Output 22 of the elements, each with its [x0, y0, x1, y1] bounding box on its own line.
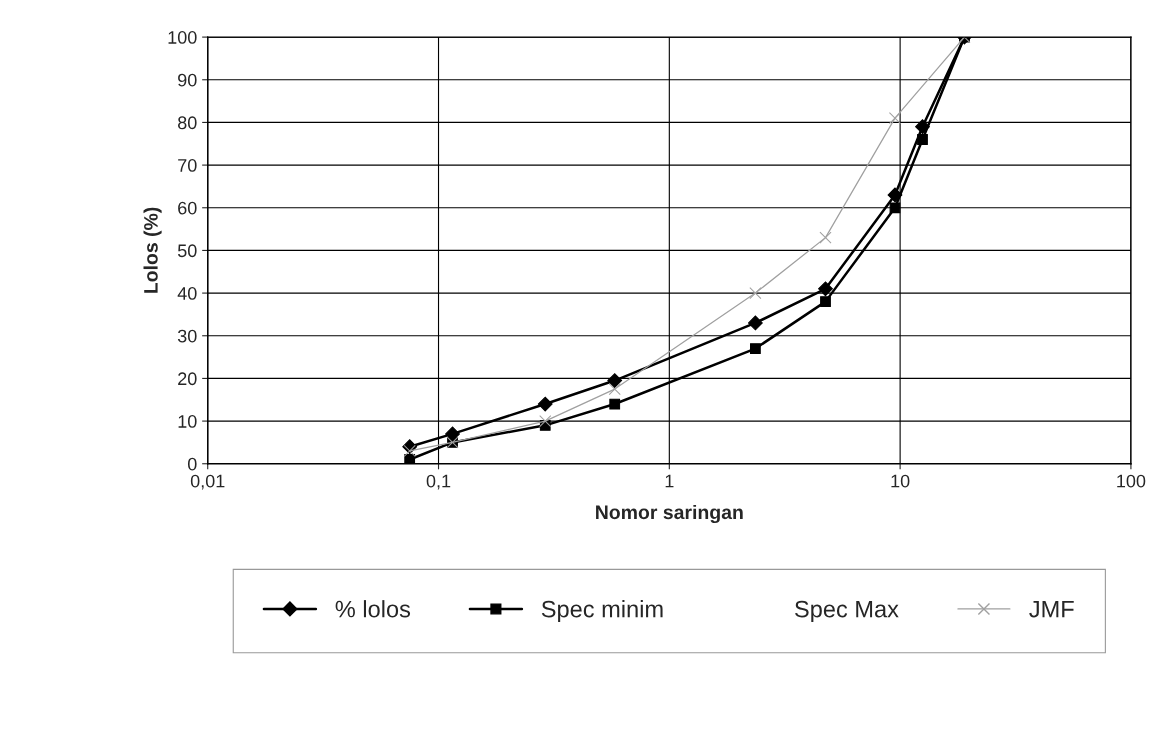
x-tick-label: 100	[1117, 474, 1146, 488]
text: Spec Max	[795, 600, 899, 623]
y-axis-title: Lolos (%)	[143, 207, 162, 293]
y-tick-label: 40	[177, 287, 197, 300]
y-tick-label: 50	[177, 244, 197, 258]
x-tick-label: 0,1	[426, 474, 451, 490]
legend-label: Spec minim	[541, 600, 663, 623]
y-tick-label: 60	[178, 201, 197, 215]
x-axis-title: Nomor saringan	[596, 504, 743, 524]
y-tick-label: 70	[178, 159, 197, 172]
legend-label: % lolos	[335, 600, 411, 618]
y-tick-label: 10	[178, 415, 197, 428]
legend-label: JMF	[1029, 600, 1074, 618]
y-tick-label: 30	[177, 329, 197, 343]
x-tick-label: 1	[665, 474, 674, 488]
x-tick-label: 10	[891, 474, 910, 488]
y-tick-label: 100	[168, 31, 197, 44]
x-tick-label: 0,01	[190, 474, 225, 490]
y-tick-label: 20	[178, 372, 197, 386]
y-tick-label: 90	[178, 73, 197, 87]
y-tick-label: 0	[187, 457, 197, 471]
y-tick-label: 80	[178, 116, 197, 130]
